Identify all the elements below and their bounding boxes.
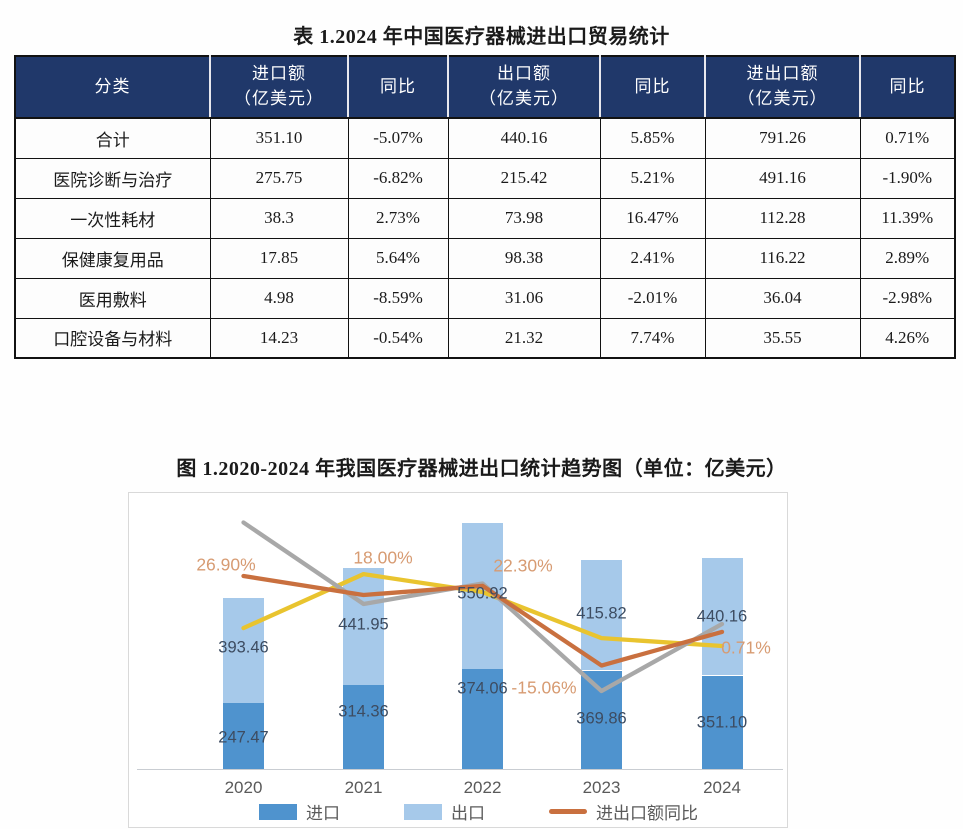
import-value-label: 314.36 (338, 702, 389, 721)
table-cell: 医院诊断与治疗 (14, 157, 211, 199)
table-row: 医院诊断与治疗 275.75 -6.82% 215.42 5.21% 491.16 -1.9… (14, 157, 956, 199)
table-header-cell: 出口额 （亿美元） (447, 55, 601, 119)
table-cell: 116.22 (704, 237, 861, 279)
table-cell: -8.59% (347, 277, 449, 319)
x-axis-tick-label: 2020 (224, 778, 263, 797)
legend-item: 进口 (259, 799, 340, 824)
import-value-label: 351.10 (696, 713, 748, 731)
trade-stats-table: 分类 进口额 （亿美元） 同比 出口额 （亿美元） 同比 进出口额 （亿美元） 同比 合计 351.… (14, 55, 956, 359)
table-cell: -0.54% (347, 317, 449, 359)
table-cell: -2.01% (599, 277, 706, 319)
table-cell: 4.98 (209, 277, 349, 319)
import-value-label: 247.47 (218, 728, 269, 747)
table-cell: -2.98% (859, 277, 956, 319)
x-axis-tick-label: 2022 (463, 778, 502, 797)
chart-legend: 进口 出口 进出口额同比 (259, 799, 698, 824)
table-cell: 36.04 (704, 277, 861, 319)
table-header-cell: 同比 (599, 55, 706, 119)
yoy-percent-label: 22.30% (493, 555, 553, 576)
table-cell: 医用敷料 (14, 277, 211, 319)
import-value-label: 369.86 (576, 709, 627, 727)
table-cell: 38.3 (209, 197, 349, 239)
table-row: 医用敷料 4.98 -8.59% 31.06 -2.01% 36.04 -2.98% (14, 277, 956, 319)
table-cell: 21.32 (447, 317, 601, 359)
table-cell: 保健康复用品 (14, 237, 211, 279)
export-value-label: 441.95 (338, 615, 389, 634)
yoy-percent-label: 0.71% (721, 637, 771, 658)
import-value-label: 374.06 (457, 679, 508, 698)
table-row: 保健康复用品 17.85 5.64% 98.38 2.41% 116.22 2.89% (14, 237, 956, 279)
x-axis-line (137, 769, 783, 770)
yoy-percent-label: -15.06% (511, 677, 577, 698)
table-cell: 31.06 (447, 277, 601, 319)
table-cell: 35.55 (704, 317, 861, 359)
table-cell: 一次性耗材 (14, 197, 211, 239)
import-bar-segment (343, 685, 384, 769)
table-cell: 5.21% (599, 157, 706, 199)
import-bar-segment (223, 703, 264, 769)
table-cell: 2.41% (599, 237, 706, 279)
table-cell: 73.98 (447, 197, 601, 239)
table-cell: 16.47% (599, 197, 706, 239)
table-cell: 2.73% (347, 197, 449, 239)
export-value-label: 550.92 (457, 584, 508, 603)
x-axis-tick-label: 2021 (344, 778, 383, 797)
figure-title: 图 1.2020-2024 年我国医疗器械进出口统计趋势图（单位：亿美元） (176, 458, 787, 480)
legend-item: 出口 (404, 799, 485, 824)
table-cell: 0.71% (859, 117, 956, 159)
table-cell: 491.16 (704, 157, 861, 199)
table-cell: 5.85% (599, 117, 706, 159)
table-cell: 112.28 (704, 197, 861, 239)
trend-chart: 247.47 393.46 314.36 441.95 374.06 550.92 369.… (128, 492, 788, 828)
table-title: 表 1.2024 年中国医疗器械进出口贸易统计 (293, 26, 670, 48)
legend-bar-swatch (259, 803, 297, 820)
table-cell: 11.39% (859, 197, 956, 239)
table-cell: 4.26% (859, 317, 956, 359)
x-axis-tick-label: 2023 (582, 778, 621, 797)
table-cell: -1.90% (859, 157, 956, 199)
yoy-percent-label: 26.90% (196, 554, 256, 575)
legend-label: 进口 (306, 804, 340, 823)
export-value-label: 440.16 (696, 607, 748, 626)
table-row: 一次性耗材 38.3 2.73% 73.98 16.47% 112.28 11.39% (14, 197, 956, 239)
x-axis-tick-label: 2024 (703, 778, 741, 797)
table-cell: 351.10 (209, 117, 349, 159)
table-row: 合计 351.10 -5.07% 440.16 5.85% 791.26 0.71% (14, 117, 956, 159)
export-value-label: 415.82 (576, 604, 627, 623)
table-row: 口腔设备与材料 14.23 -0.54% 21.32 7.74% 35.55 4.26% (14, 317, 956, 359)
table-header-cell: 进出口额 （亿美元） (704, 55, 861, 119)
table-header-cell: 进口额 （亿美元） (209, 55, 349, 119)
table-body: 合计 351.10 -5.07% 440.16 5.85% 791.26 0.71% 医院诊断… (14, 117, 956, 359)
legend-label: 进出口额同比 (596, 804, 698, 823)
legend-item: 进出口额同比 (549, 799, 698, 824)
export-value-label: 393.46 (218, 638, 269, 657)
table-cell: 14.23 (209, 317, 349, 359)
legend-label: 出口 (451, 804, 485, 823)
yoy-percent-label: 18.00% (353, 547, 413, 568)
table-cell: -6.82% (347, 157, 449, 199)
legend-bar-swatch (404, 803, 442, 820)
table-header-cell: 分类 (14, 55, 211, 119)
table-cell: 7.74% (599, 317, 706, 359)
table-cell: 17.85 (209, 237, 349, 279)
table-header-cell: 同比 (859, 55, 956, 119)
table-cell: 2.89% (859, 237, 956, 279)
table-cell: 440.16 (447, 117, 601, 159)
table-cell: 791.26 (704, 117, 861, 159)
table-cell: 合计 (14, 117, 211, 159)
table-cell: 215.42 (447, 157, 601, 199)
table-cell: 5.64% (347, 237, 449, 279)
table-cell: -5.07% (347, 117, 449, 159)
table-header-cell: 同比 (347, 55, 449, 119)
legend-line-swatch (549, 809, 587, 814)
table-cell: 口腔设备与材料 (14, 317, 211, 359)
table-header-row: 分类 进口额 （亿美元） 同比 出口额 （亿美元） 同比 进出口额 （亿美元） 同比 (14, 55, 956, 119)
table-cell: 275.75 (209, 157, 349, 199)
table-cell: 98.38 (447, 237, 601, 279)
